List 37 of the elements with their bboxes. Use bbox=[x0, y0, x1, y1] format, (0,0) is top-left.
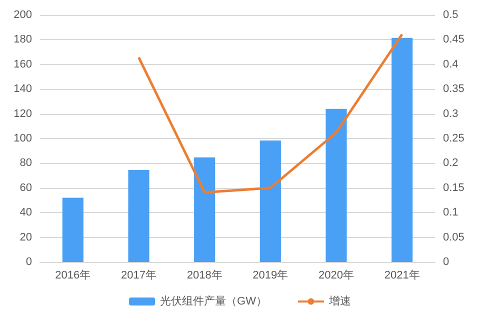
bar bbox=[128, 170, 150, 262]
legend-label: 增速 bbox=[328, 294, 351, 308]
y-tick-label: 80 bbox=[20, 157, 32, 170]
y2-tick-label: 0.45 bbox=[443, 34, 464, 46]
y2-tick-label: 0.25 bbox=[443, 132, 464, 144]
legend-label: 光伏组件产量（GW） bbox=[160, 294, 267, 308]
y2-tick-label: 0.4 bbox=[443, 58, 458, 70]
line-series bbox=[138, 33, 404, 194]
bar bbox=[326, 108, 347, 262]
y-tick-label: 200 bbox=[14, 9, 32, 21]
y-tick-label: 180 bbox=[14, 34, 32, 46]
y-tick-label: 0 bbox=[26, 256, 32, 268]
bar bbox=[260, 140, 281, 262]
y-tick-label: 160 bbox=[14, 58, 32, 70]
y2-tick-label: 0 bbox=[443, 256, 450, 268]
bar bbox=[194, 157, 216, 262]
x-tick-label: 2017年 bbox=[121, 270, 156, 282]
x-tick-label: 2019年 bbox=[252, 270, 288, 282]
x-tick-label: 2020年 bbox=[318, 270, 354, 282]
x-tick-label: 2016年 bbox=[55, 270, 91, 282]
y2-tick-label: 0.35 bbox=[443, 83, 464, 96]
y-tick-label: 60 bbox=[20, 182, 32, 194]
y2-tick-label: 0.2 bbox=[443, 157, 458, 170]
y2-tick-label: 0.05 bbox=[443, 231, 464, 244]
bar bbox=[392, 38, 413, 262]
y2-tick-label: 0.3 bbox=[443, 108, 458, 120]
y2-tick-label: 0.5 bbox=[443, 9, 458, 21]
y2-tick-label: 0.15 bbox=[443, 182, 464, 194]
y-tick-label: 100 bbox=[14, 132, 32, 144]
x-tick-label: 2021年 bbox=[384, 270, 420, 282]
y-tick-label: 20 bbox=[20, 231, 32, 244]
y-tick-label: 140 bbox=[14, 83, 32, 96]
y-tick-label: 40 bbox=[20, 206, 32, 219]
y2-tick-label: 0.1 bbox=[443, 206, 458, 219]
y-tick-label: 120 bbox=[14, 108, 32, 120]
x-tick-label: 2018年 bbox=[186, 270, 222, 282]
bar bbox=[62, 198, 84, 262]
